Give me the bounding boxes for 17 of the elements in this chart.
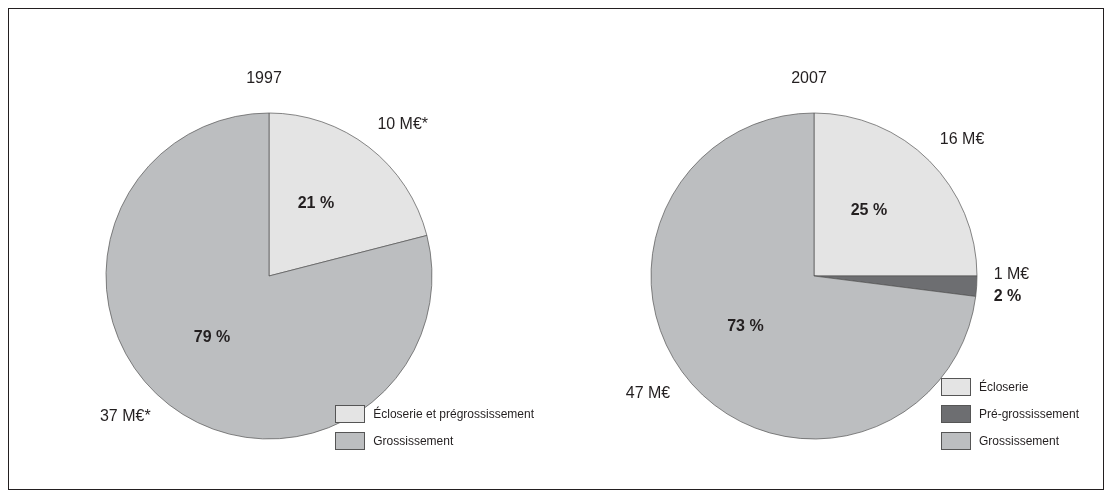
- data-label: 79 %: [193, 328, 231, 346]
- text: 47 M€: [625, 383, 671, 401]
- text: 10 M€*: [377, 115, 429, 133]
- data-label: 21 %: [297, 194, 335, 212]
- legend-label: Écloserie et prégrossissement: [373, 407, 534, 421]
- text: 16 M€: [939, 130, 985, 148]
- text: 37 M€*: [99, 407, 151, 425]
- legend-label: Grossissement: [978, 434, 1059, 448]
- legend-label: Grossissement: [373, 434, 454, 448]
- chart-title: 1997: [245, 69, 283, 87]
- data-label: 73 %: [727, 317, 764, 335]
- text: 1 M€: [993, 264, 1030, 282]
- data-label: 25 %: [850, 201, 888, 219]
- legend-label: Écloserie: [978, 380, 1029, 394]
- legend-label: Pré-grossissement: [978, 407, 1079, 421]
- chart-title: 2007: [790, 69, 828, 87]
- data-label: 2 %: [993, 286, 1022, 304]
